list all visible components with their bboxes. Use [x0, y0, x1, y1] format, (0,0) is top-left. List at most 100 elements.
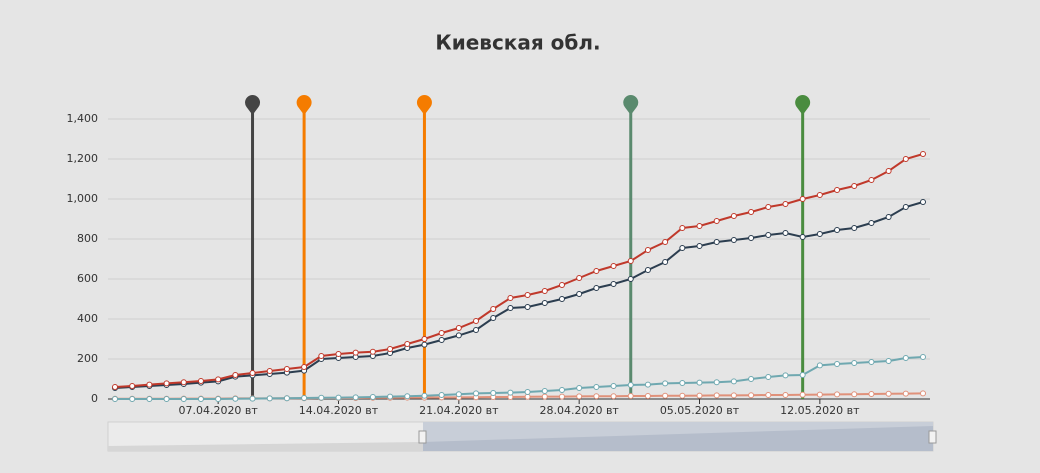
- data-point: [421, 336, 428, 342]
- data-point: [180, 379, 187, 386]
- data-point: [730, 237, 737, 243]
- data-point: [679, 392, 686, 399]
- data-point: [834, 361, 841, 367]
- y-tick-label: 1,400: [67, 112, 99, 125]
- data-point: [627, 393, 634, 399]
- data-point: [902, 204, 909, 210]
- data-point: [730, 213, 737, 219]
- data-point: [644, 393, 651, 399]
- data-point: [558, 282, 565, 288]
- data-point: [369, 348, 376, 355]
- data-point: [541, 388, 548, 394]
- data-point: [163, 396, 170, 402]
- y-tick-label: 1,200: [67, 152, 99, 165]
- x-tick-label: 28.04.2020 вт: [539, 404, 619, 417]
- data-point: [473, 390, 480, 397]
- data-point: [765, 392, 772, 398]
- data-point: [541, 300, 548, 306]
- data-point: [868, 177, 875, 183]
- data-point: [748, 376, 755, 382]
- data-point: [490, 390, 497, 396]
- chart-title: Киевская обл.: [435, 31, 600, 55]
- data-point: [627, 382, 634, 388]
- data-point: [318, 353, 325, 359]
- data-point: [421, 341, 428, 348]
- data-point: [851, 391, 858, 398]
- data-point: [146, 396, 153, 402]
- data-point: [644, 381, 651, 388]
- data-point: [713, 379, 720, 386]
- data-point: [679, 225, 686, 231]
- data-point: [112, 384, 118, 390]
- data-point: [387, 393, 394, 400]
- data-point: [387, 346, 394, 352]
- data-point: [782, 230, 789, 236]
- data-point: [283, 395, 290, 402]
- data-point: [885, 390, 892, 397]
- data-point: [920, 151, 926, 157]
- data-point: [593, 384, 600, 390]
- data-point: [473, 327, 480, 333]
- data-point: [644, 267, 651, 273]
- data-point: [730, 392, 737, 399]
- data-point: [662, 392, 669, 399]
- data-point: [404, 393, 411, 400]
- data-point: [610, 281, 617, 287]
- data-point: [352, 394, 359, 401]
- data-point: [232, 372, 239, 378]
- data-point: [868, 391, 875, 397]
- data-point: [868, 220, 875, 226]
- data-point: [180, 396, 187, 402]
- data-point: [301, 364, 308, 370]
- data-point: [455, 332, 462, 339]
- data-point: [834, 187, 841, 193]
- data-point: [593, 393, 600, 400]
- navigator[interactable]: [107, 421, 937, 452]
- y-tick-label: 600: [77, 272, 98, 285]
- data-point: [885, 214, 892, 220]
- data-point: [902, 355, 909, 361]
- data-point: [490, 306, 497, 312]
- data-point: [679, 245, 686, 251]
- navigator-handle[interactable]: [928, 430, 937, 444]
- data-point: [662, 239, 669, 245]
- x-tick-label: 21.04.2020 вт: [419, 404, 499, 417]
- data-point: [112, 396, 118, 402]
- y-tick-label: 1,000: [67, 192, 99, 205]
- navigator-area: [108, 442, 423, 451]
- navigator-handle[interactable]: [418, 430, 427, 444]
- event-pin: [245, 95, 261, 115]
- data-point: [816, 192, 823, 198]
- data-point: [438, 330, 445, 336]
- data-point: [232, 395, 239, 402]
- data-point: [696, 379, 703, 386]
- data-point: [301, 395, 308, 401]
- x-tick-label: 05.05.2020 вт: [660, 404, 740, 417]
- data-point: [662, 380, 669, 387]
- data-point: [748, 235, 755, 241]
- data-point: [129, 383, 136, 389]
- event-pin: [296, 95, 312, 115]
- data-point: [713, 392, 720, 399]
- data-point: [902, 156, 909, 162]
- data-point: [421, 392, 428, 399]
- data-point: [627, 258, 634, 264]
- data-point: [524, 389, 531, 395]
- data-point: [163, 380, 170, 387]
- event-pin: [623, 95, 639, 115]
- y-tick-label: 200: [77, 352, 98, 365]
- data-point: [696, 392, 703, 399]
- data-point: [146, 381, 153, 388]
- data-point: [902, 390, 909, 397]
- x-tick-label: 12.05.2020 вт: [780, 404, 860, 417]
- data-point: [920, 354, 926, 360]
- data-point: [834, 391, 841, 398]
- data-point: [455, 325, 462, 331]
- data-point: [404, 341, 411, 347]
- data-point: [816, 362, 823, 369]
- navigator-area: [423, 426, 933, 451]
- data-point: [851, 360, 858, 366]
- data-point: [335, 351, 342, 357]
- data-point: [524, 304, 531, 310]
